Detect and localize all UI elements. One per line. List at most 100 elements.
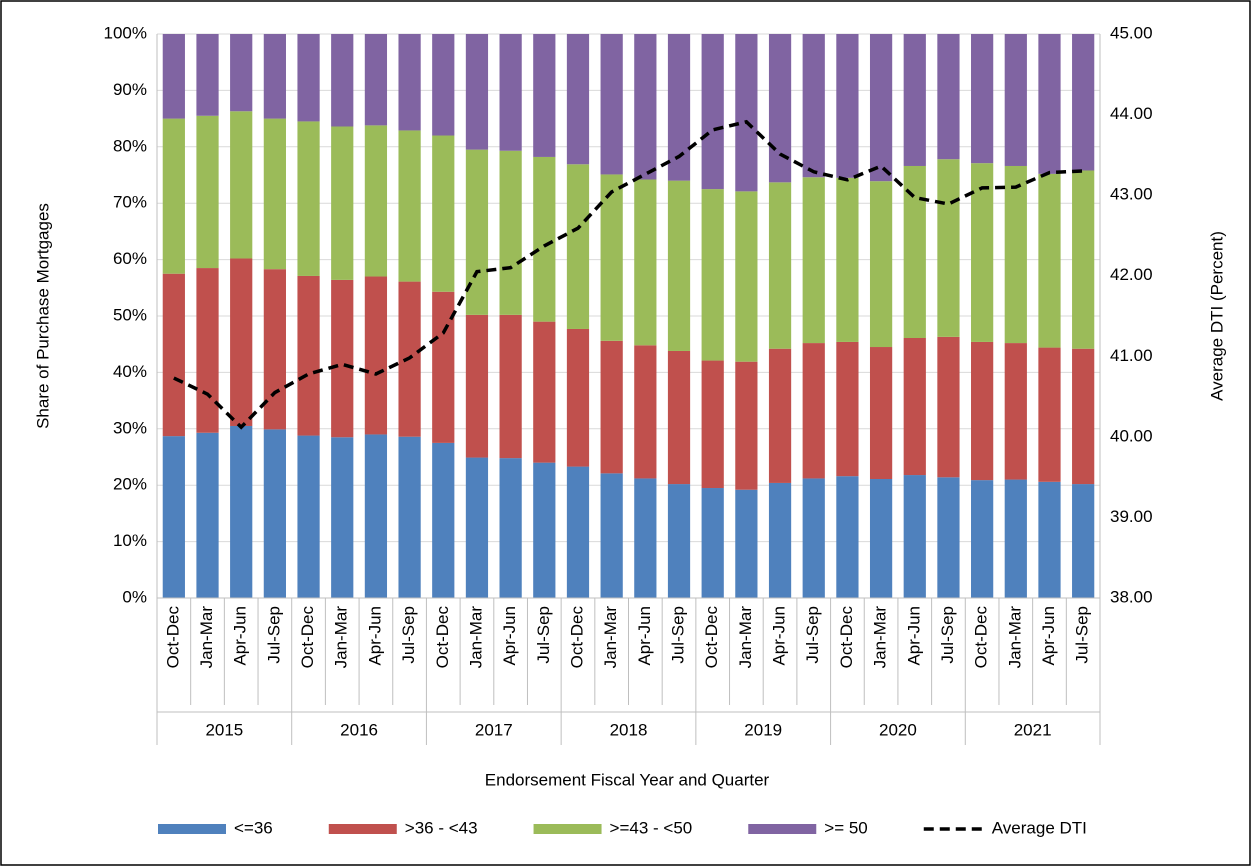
x-tick-label: Oct-Dec [298,606,317,669]
bar-segment [398,34,421,131]
bar-segment [971,163,994,342]
y-axis-title: Share of Purchase Mortgages [33,203,52,429]
x-tick-label: Jul-Sep [669,606,688,664]
bar-segment [499,458,522,598]
bar-segment [971,480,994,598]
bar-segment [1038,347,1061,482]
bar-segment [768,34,792,183]
bar-segment [903,337,926,476]
x-tick-label: Apr-Jun [635,606,654,666]
x-tick-label: Apr-Jun [770,606,789,666]
bar-segment [634,179,657,346]
bar-segment [937,336,960,478]
bar-segment [667,350,691,485]
bar-segment [196,115,219,269]
bar-segment [432,442,455,598]
bar-segment [1004,479,1027,598]
y2-tick-label: 42.00 [1110,265,1153,284]
legend-swatch [158,824,226,834]
x-tick-label: Jan-Mar [736,606,755,669]
bar-segment [1004,343,1027,480]
bar-segment [701,189,724,361]
bar-segment [162,34,185,119]
x-tick-label: Oct-Dec [433,606,452,669]
x-tick-label: Apr-Jun [1039,606,1058,666]
y2-tick-label: 43.00 [1110,185,1153,204]
legend-label: >36 - <43 [405,818,478,837]
bar-segment [162,118,185,274]
y2-tick-label: 44.00 [1110,104,1153,123]
bar-segment [869,478,893,598]
bar-segment [398,130,421,282]
bar-segment [802,478,825,598]
bar-segment [735,34,758,192]
bar-segment [667,180,691,351]
bar-segment [230,425,253,598]
y2-tick-label: 40.00 [1110,426,1153,445]
legend-swatch [748,824,817,834]
bar-segment [297,121,320,276]
bar-segment [600,473,623,598]
x-tick-label: Jan-Mar [1005,606,1024,669]
bar-segment [1072,34,1095,171]
y2-tick-label: 45.00 [1110,23,1153,42]
bar-segment [600,340,623,474]
bar-segment [836,177,859,342]
bar-segment [499,34,522,151]
bar-segment [331,34,354,127]
legend-swatch [533,824,602,834]
bar-segment [1004,165,1027,344]
bar-segment [903,165,926,338]
legend-label: >=43 - <50 [610,818,693,837]
bar-segment [634,345,657,479]
bar-segment [432,291,455,443]
bar-segment [735,191,758,362]
bar-segment [971,341,994,481]
bar-segment [297,435,320,598]
x-tick-label: Apr-Jun [365,606,384,666]
bar-segment [230,111,253,259]
x-tick-label: Oct-Dec [702,606,721,669]
bar-segment [566,466,590,598]
bar-segment [735,361,758,490]
x-tick-label: Jan-Mar [871,606,890,669]
bar-segment [331,437,354,598]
bar-segment [836,341,859,477]
bar-segment [533,156,556,322]
bar-segment [903,475,926,598]
bar-segment [465,34,489,150]
x-group-label: 2021 [1014,720,1052,739]
x-group-label: 2018 [610,720,648,739]
x-tick-label: Jul-Sep [803,606,822,664]
bar-segment [937,34,960,160]
x-group-label: 2019 [744,720,782,739]
bar-segment [364,434,388,598]
x-tick-label: Jul-Sep [938,606,957,664]
bar-segment [364,34,388,126]
x-group-label: 2015 [205,720,243,739]
x-tick-label: Jul-Sep [264,606,283,664]
bar-segment [903,34,926,166]
x-tick-label: Oct-Dec [163,606,182,669]
y2-tick-label: 39.00 [1110,507,1153,526]
x-tick-label: Oct-Dec [837,606,856,669]
x-tick-label: Jan-Mar [601,606,620,669]
x-group-label: 2020 [879,720,917,739]
x-tick-label: Jan-Mar [466,606,485,669]
bar-segment [566,34,590,165]
bar-segment [263,118,286,270]
bar-segment [937,477,960,598]
legend-label: Average DTI [992,818,1087,837]
bar-segment [499,150,522,315]
bar-segment [1038,481,1061,598]
bar-segment [1072,348,1095,485]
bar-segment [768,182,792,349]
x-tick-label: Oct-Dec [972,606,991,669]
bar-segment [196,34,219,116]
bar-segment [398,436,421,598]
bar-segment [1004,34,1027,166]
bar-segment [162,436,185,598]
bar-segment [533,462,556,598]
y2-tick-label: 41.00 [1110,346,1153,365]
